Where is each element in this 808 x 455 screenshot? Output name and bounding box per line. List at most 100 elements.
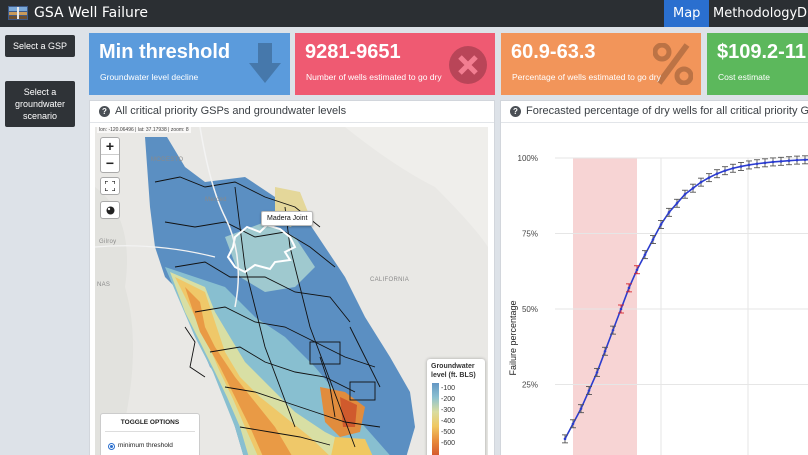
data-point xyxy=(659,223,663,226)
legend-tick: -400 xyxy=(441,418,456,425)
value-box-subtitle: Cost estimate xyxy=(718,72,770,82)
sidebar: Select a GSP Select a groundwater scenar… xyxy=(0,27,84,455)
data-point xyxy=(683,192,687,196)
question-circle-icon[interactable]: ? xyxy=(510,106,521,117)
select-scenario-button[interactable]: Select a groundwater scenario xyxy=(5,81,75,127)
value-box-cost: $109.2-11 Cost estimate xyxy=(707,33,808,95)
data-point xyxy=(603,349,607,353)
map-place-label: NAS xyxy=(97,282,111,288)
data-point xyxy=(779,160,783,163)
data-point xyxy=(675,202,679,205)
map-place-label: CALIFORNIA xyxy=(370,277,410,283)
value-box-percent-dry: 60.9-63.3 Percentage of wells estimated … xyxy=(501,33,701,95)
groundwater-map[interactable]: lon: -120.06496 | lat: 37.17938 | zoom: … xyxy=(95,127,488,455)
zoom-control: + − xyxy=(100,137,120,173)
map-legend: Groundwater level (ft. BLS) -100 -200 -3… xyxy=(427,359,485,455)
data-point xyxy=(595,371,599,374)
gsp-boundaries xyxy=(154,176,381,448)
toggle-options-title: TOGGLE OPTIONS xyxy=(120,419,180,426)
dry-wells-chart[interactable]: 100% 75% 50% 25% Failure percentage xyxy=(501,123,808,455)
data-point xyxy=(643,253,647,256)
data-point xyxy=(619,307,623,311)
map-canvas[interactable] xyxy=(95,127,488,455)
legend-colorbar xyxy=(432,383,439,455)
fullscreen-button[interactable] xyxy=(100,177,120,195)
app-logo-icon xyxy=(8,6,28,20)
highlight-band xyxy=(573,158,637,455)
legend-tick: -300 xyxy=(441,407,456,414)
reset-view-button[interactable] xyxy=(100,201,120,219)
value-box-value: 9281-9651 xyxy=(305,41,401,63)
madera-joint-boundary[interactable] xyxy=(226,223,297,274)
zoom-out-button[interactable]: − xyxy=(105,155,115,171)
y-tick-label: 100% xyxy=(518,154,538,163)
toggle-options-panel: TOGGLE OPTIONS minimum threshold xyxy=(100,413,200,455)
data-point xyxy=(699,180,703,184)
y-tick-label: 75% xyxy=(522,230,538,239)
data-point xyxy=(587,389,591,392)
data-point xyxy=(771,160,775,164)
legend-title: Groundwater level (ft. BLS) xyxy=(431,363,476,379)
value-box-value: 60.9-63.3 xyxy=(511,41,596,63)
data-point xyxy=(787,159,791,163)
data-point xyxy=(755,162,759,166)
map-panel: ? All critical priority GSPs and groundw… xyxy=(89,100,495,455)
data-point xyxy=(571,422,575,426)
chart-panel-header: ? Forecasted percentage of dry wells for… xyxy=(501,101,808,123)
top-navbar: GSA Well Failure Map Methodology D xyxy=(0,0,808,27)
data-point xyxy=(611,328,615,332)
data-point xyxy=(627,286,631,290)
legend-tick: -100 xyxy=(441,385,456,392)
times-circle-icon xyxy=(449,46,487,84)
data-point xyxy=(651,238,655,241)
question-circle-icon[interactable]: ? xyxy=(99,106,110,117)
y-tick-label: 25% xyxy=(522,381,538,390)
map-panel-title: All critical priority GSPs and groundwat… xyxy=(115,105,347,117)
coords-readout: lon: -120.06496 | lat: 37.17938 | zoom: … xyxy=(97,127,191,133)
arrow-down-icon xyxy=(249,43,281,83)
select-gsp-button[interactable]: Select a GSP xyxy=(5,35,75,57)
data-point xyxy=(763,161,767,165)
value-box-wells-dry: 9281-9651 Number of wells estimated to g… xyxy=(295,33,495,95)
data-point xyxy=(739,165,743,168)
map-place-label: Merced xyxy=(205,197,227,203)
percent-icon xyxy=(653,43,693,85)
fullscreen-icon xyxy=(104,180,116,192)
data-point xyxy=(707,176,711,179)
value-box-value: $109.2-11 xyxy=(717,41,806,63)
value-box-value: Min threshold xyxy=(99,41,231,63)
value-box-subtitle: Groundwater level decline xyxy=(100,72,199,82)
tab-methodology[interactable]: Methodology xyxy=(713,6,798,21)
series-line xyxy=(564,158,808,440)
map-place-label: Gilroy xyxy=(99,239,117,245)
legend-tick: -500 xyxy=(441,429,456,436)
data-point xyxy=(635,268,639,272)
data-point xyxy=(563,437,567,441)
value-box-subtitle: Number of wells estimated to go dry xyxy=(306,72,442,82)
divider xyxy=(105,431,195,432)
data-point xyxy=(747,163,751,167)
minimum-threshold-label: minimum threshold xyxy=(118,442,173,449)
y-axis-label: Failure percentage xyxy=(508,300,518,375)
value-box-threshold: Min threshold Groundwater level decline xyxy=(89,33,290,95)
map-panel-header: ? All critical priority GSPs and groundw… xyxy=(90,101,494,123)
y-tick-label: 50% xyxy=(522,305,538,314)
zoom-in-button[interactable]: + xyxy=(101,138,119,155)
legend-tick: -200 xyxy=(441,396,456,403)
chart-panel: ? Forecasted percentage of dry wells for… xyxy=(500,100,808,455)
tab-map[interactable]: Map xyxy=(664,0,710,27)
groundwater-heat-layer xyxy=(145,137,415,455)
legend-tick: -600 xyxy=(441,440,456,447)
data-point xyxy=(803,158,807,162)
data-point xyxy=(715,172,719,176)
tab-more[interactable]: D xyxy=(797,6,808,21)
minimum-threshold-radio[interactable] xyxy=(108,443,115,450)
data-point xyxy=(579,407,583,410)
data-point xyxy=(723,169,727,172)
chart-panel-title: Forecasted percentage of dry wells for a… xyxy=(526,105,808,117)
data-point xyxy=(691,186,695,190)
data-point xyxy=(795,158,799,162)
app-title: GSA Well Failure xyxy=(34,5,148,21)
map-place-label: MODESTO xyxy=(151,157,184,163)
value-box-subtitle: Percentage of wells estimated to go dry xyxy=(512,72,661,82)
